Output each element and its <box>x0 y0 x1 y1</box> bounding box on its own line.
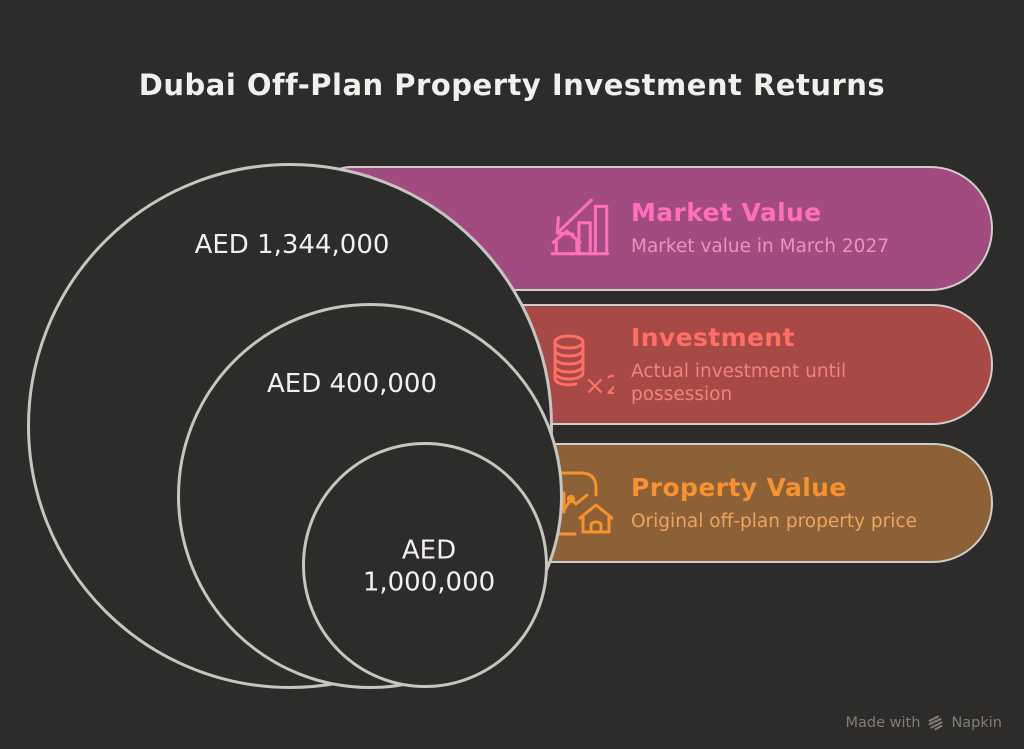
card-subtitle-property-value: Original off-plan property price <box>631 510 917 532</box>
napkin-brand-label: Napkin <box>951 714 1002 731</box>
property-value-circle <box>302 442 548 688</box>
market-value-amount: AED 1,344,000 <box>194 230 390 261</box>
page-title: Dubai Off-Plan Property Investment Retur… <box>138 68 886 102</box>
property-value-amount: AED 1,000,000 <box>363 535 495 598</box>
house-chart-decline-icon <box>548 193 614 265</box>
napkin-logo-icon <box>927 714 944 731</box>
card-title-investment: Investment <box>631 322 795 352</box>
card-title-property-value: Property Value <box>631 472 847 502</box>
card-subtitle-market-value: Market value in March 2027 <box>631 236 889 258</box>
x2-badge-text: ×2 <box>584 371 614 399</box>
investment-amount: AED 400,000 <box>266 369 438 400</box>
made-with-label: Made with <box>845 714 921 731</box>
card-subtitle-investment: Actual investment until possession <box>631 360 847 405</box>
property-value-amount-line1: AED <box>401 535 457 566</box>
napkin-attribution: Made with Napkin <box>846 714 1002 731</box>
card-title-market-value: Market Value <box>631 198 822 228</box>
property-value-amount-line2: 1,000,000 <box>362 567 496 597</box>
coins-stack-icon: ×2 <box>548 331 614 399</box>
